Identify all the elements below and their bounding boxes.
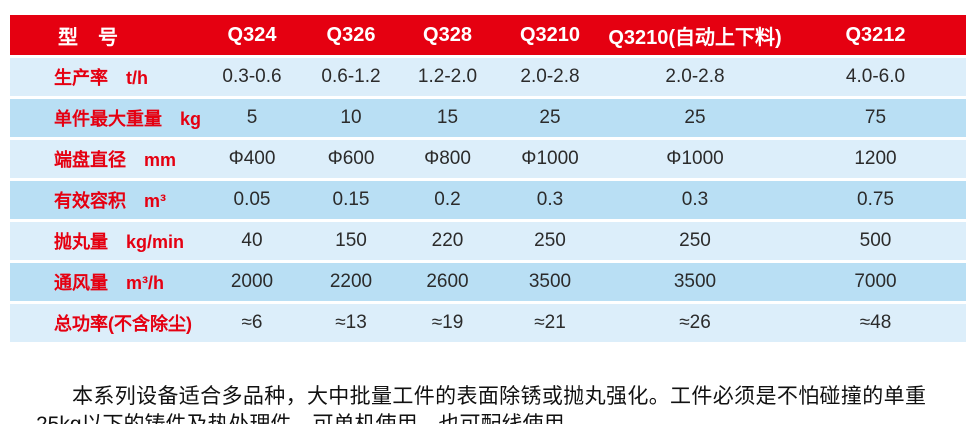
value-cell: 0.75 xyxy=(857,189,894,210)
value-cell: ≈19 xyxy=(431,312,464,333)
value-cell: 5 xyxy=(246,107,258,128)
row-label-unit: m³ xyxy=(144,191,166,211)
value-cell: Φ800 xyxy=(424,148,471,169)
value-cell: 2.0-2.8 xyxy=(665,66,725,87)
model-name-q328: Q328 xyxy=(423,23,472,46)
table-row-disc-diameter: 端盘直径 mm Φ400 Φ600 Φ800 Φ1000 Φ1000 1200 xyxy=(10,140,966,178)
value-cell: 250 xyxy=(534,230,566,251)
table-row-ventilation: 通风量 m³/h 2000 2200 2600 3500 3500 7000 xyxy=(10,263,966,301)
model-name-q324: Q324 xyxy=(227,23,277,46)
value-cell: 0.3 xyxy=(681,189,709,210)
row-label-name: 总功率(不含除尘) xyxy=(54,314,192,334)
value-cell: 3500 xyxy=(673,271,717,292)
model-header-label: 型 号 xyxy=(58,26,118,49)
row-label: 通风量 m³/h xyxy=(10,263,202,301)
row-label: 生产率 t/h xyxy=(10,58,202,96)
value-cell: 1.2-2.0 xyxy=(417,66,478,87)
value-cell: 3500 xyxy=(528,271,572,292)
model-name-q326: Q326 xyxy=(326,23,376,46)
value-cell: 0.15 xyxy=(332,189,370,210)
row-label-name: 通风量 xyxy=(54,273,108,293)
value-cell: 2.0-2.8 xyxy=(520,66,580,87)
value-cell: 1200 xyxy=(854,148,897,169)
table-row-shot-flow: 抛丸量 kg/min 40 150 220 250 250 500 xyxy=(10,222,966,260)
model-name-q3210-auto: Q3210(自动上下料) xyxy=(608,26,782,49)
value-cell: 150 xyxy=(335,230,367,251)
value-cell: 0.3-0.6 xyxy=(222,66,282,87)
row-label: 抛丸量 kg/min xyxy=(10,222,202,260)
value-cell: 500 xyxy=(859,230,892,251)
value-cell: 0.3 xyxy=(536,189,564,210)
value-cell: ≈13 xyxy=(335,312,367,333)
value-cell: 10 xyxy=(340,107,362,128)
row-label: 单件最大重量 kg xyxy=(10,99,202,137)
value-cell: 25 xyxy=(539,107,561,128)
row-label-name: 单件最大重量 xyxy=(54,109,162,129)
model-name-q3212: Q3212 xyxy=(845,23,906,46)
row-label-name: 有效容积 xyxy=(54,191,126,211)
row-label-name: 端盘直径 xyxy=(54,150,126,170)
row-label: 有效容积 m³ xyxy=(10,181,202,219)
value-cell: ≈26 xyxy=(679,312,711,333)
table-row-max-piece-weight: 单件最大重量 kg 5 10 15 25 25 75 xyxy=(10,99,966,137)
value-cell: Φ1000 xyxy=(666,148,724,169)
value-cell: 0.2 xyxy=(434,189,461,210)
value-cell: 2000 xyxy=(230,271,274,292)
value-cell: 2200 xyxy=(329,271,373,292)
value-cell: 25 xyxy=(684,107,706,128)
model-name-q3210: Q3210 xyxy=(519,23,581,46)
description-paragraph: 本系列设备适合多品种，大中批量工件的表面除锈或抛丸强化。工件必须是不怕碰撞的单重… xyxy=(36,385,926,424)
value-cell: 7000 xyxy=(854,271,897,292)
row-label-unit: kg xyxy=(180,109,202,129)
row-label-unit: mm xyxy=(144,150,177,170)
value-cell: 220 xyxy=(431,230,464,251)
value-cell: 40 xyxy=(241,230,263,251)
value-cell: 0.05 xyxy=(233,189,271,210)
row-label-unit: m³/h xyxy=(126,273,164,293)
value-cell: ≈6 xyxy=(241,312,263,333)
value-cell: Φ400 xyxy=(228,148,276,169)
value-cell: ≈48 xyxy=(859,312,892,333)
value-cell: Φ1000 xyxy=(521,148,579,169)
value-cell: ≈21 xyxy=(534,312,566,333)
value-cell: 2600 xyxy=(426,271,469,292)
value-cell: 250 xyxy=(679,230,711,251)
spec-table: 型 号 Q324 Q326 Q328 Q3210 Q3210(自动上下料) Q3… xyxy=(10,12,966,345)
row-label-name: 生产率 xyxy=(54,68,108,88)
table-row-productivity: 生产率 t/h 0.3-0.6 0.6-1.2 1.2-2.0 2.0-2.8 2… xyxy=(10,58,966,96)
value-cell: 4.0-6.0 xyxy=(845,66,906,87)
row-label-name: 抛丸量 xyxy=(54,232,108,252)
value-cell: 75 xyxy=(864,107,887,128)
row-label: 端盘直径 mm xyxy=(10,140,202,178)
value-cell: Φ600 xyxy=(327,148,375,169)
row-label-unit: t/h xyxy=(126,68,148,88)
row-label: 总功率(不含除尘) xyxy=(10,304,202,342)
value-cell: 0.6-1.2 xyxy=(321,66,381,87)
row-label-unit: kg/min xyxy=(126,232,185,252)
value-cell: 15 xyxy=(436,107,459,128)
table-header-row: 型 号 Q324 Q326 Q328 Q3210 Q3210(自动上下料) Q3… xyxy=(10,15,966,55)
table-row-total-power: 总功率(不含除尘) ≈6 ≈13 ≈19 ≈21 ≈26 ≈48 xyxy=(10,304,966,342)
table-row-effective-volume: 有效容积 m³ 0.05 0.15 0.2 0.3 0.3 0.75 xyxy=(10,181,966,219)
